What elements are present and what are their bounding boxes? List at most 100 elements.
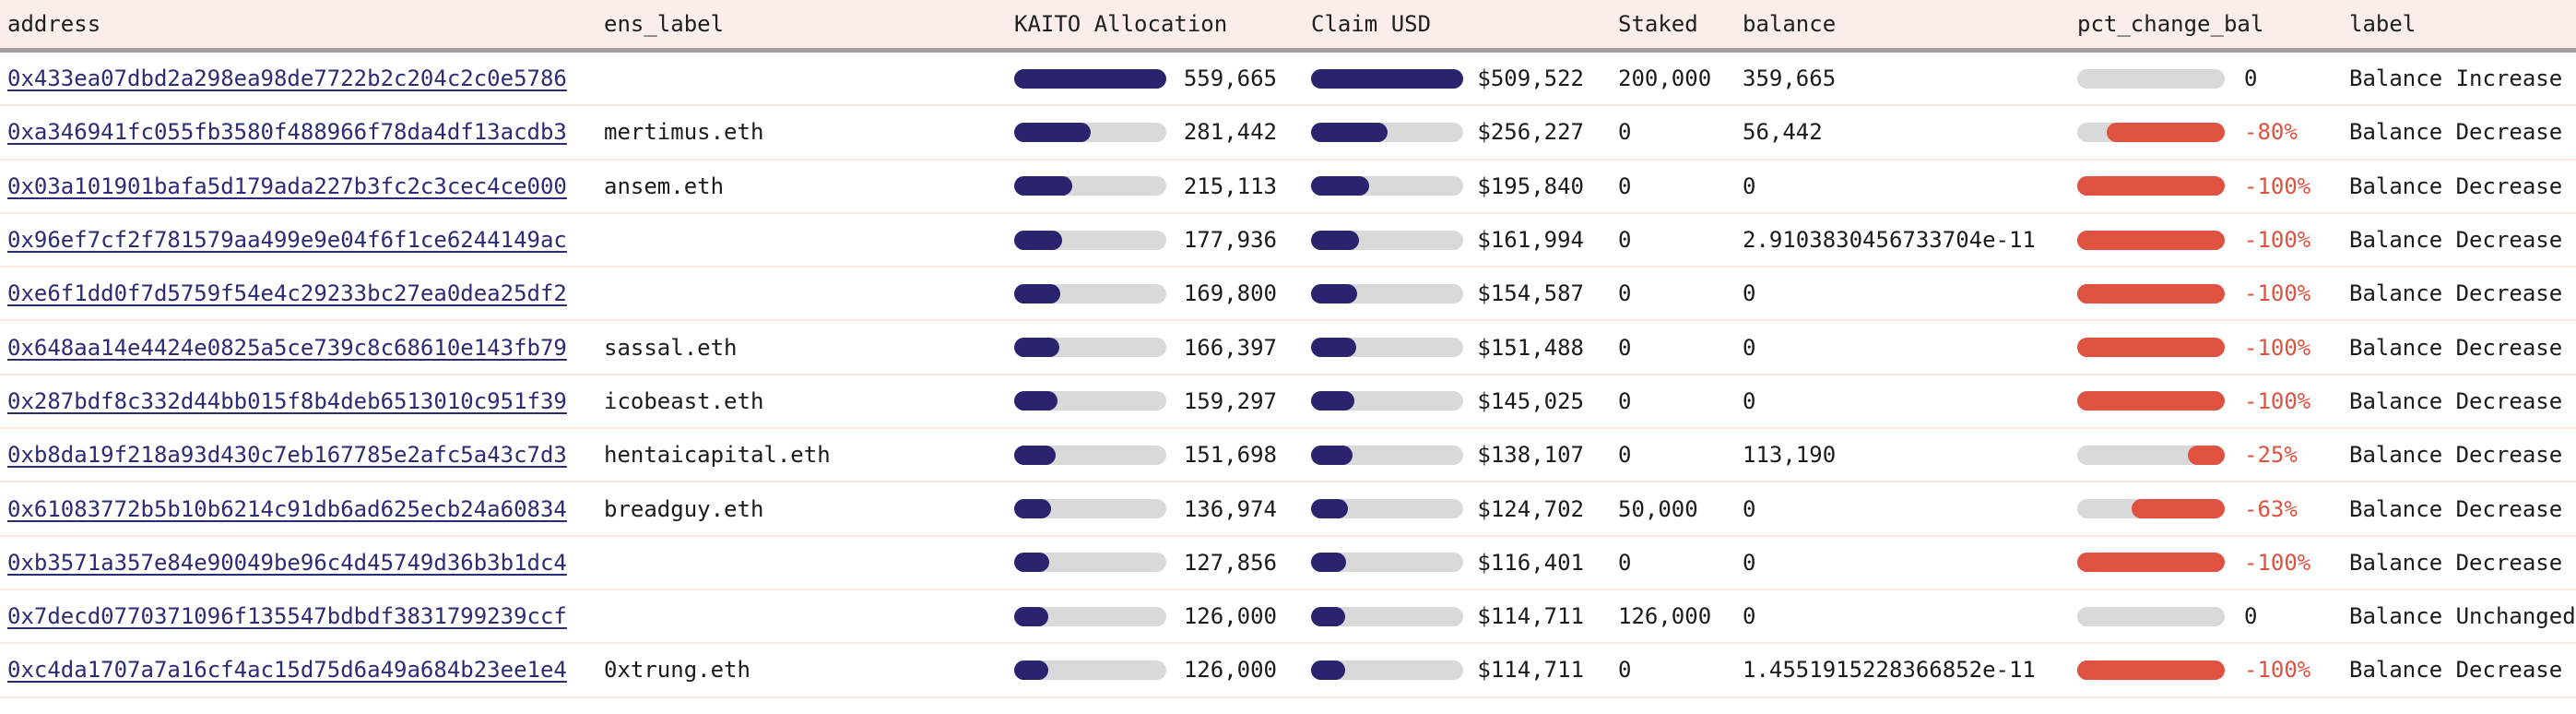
claim-usd-bar [1311, 553, 1463, 573]
kaito-allocation-cell: 166,397 [1014, 335, 1311, 361]
pct-change-value: -100% [2244, 280, 2311, 307]
kaito-allocation-cell: 177,936 [1014, 227, 1311, 253]
address-link[interactable]: 0xc4da1707a7a16cf4ac15d75d6a49a684b23ee1… [7, 657, 567, 684]
address-cell: 0x61083772b5b10b6214c91db6ad625ecb24a608… [0, 496, 604, 522]
claim-usd-cell: $161,994 [1311, 227, 1618, 253]
ens-label-cell: ansem.eth [604, 173, 725, 199]
address-cell: 0xc4da1707a7a16cf4ac15d75d6a49a684b23ee1… [0, 657, 604, 683]
kaito-allocation-cell: 126,000 [1014, 657, 1311, 683]
claim-usd-bar-fill [1311, 606, 1346, 626]
staked-cell: 126,000 [1618, 603, 1712, 630]
table-row: 0x648aa14e4424e0825a5ce739c8c68610e143fb… [0, 321, 2576, 375]
column-header-balance: balance [1743, 11, 1837, 37]
table-header: address ens_label KAITO Allocation Claim US… [0, 0, 2576, 53]
claim-usd-bar [1311, 68, 1463, 89]
table-body: 0x433ea07dbd2a298ea98de7722b2c204c2c0e57… [0, 53, 2576, 698]
claim-usd-value: $256,227 [1477, 119, 1584, 146]
pct-change-bar-fill [2077, 553, 2225, 573]
label-cell: Balance Decrease [2349, 549, 2563, 576]
address-link[interactable]: 0x648aa14e4424e0825a5ce739c8c68610e143fb… [7, 334, 567, 361]
label-cell: Balance Decrease [2349, 442, 2563, 469]
ens-label-cell: icobeast.eth [604, 387, 764, 414]
pct-change-bar-fill [2107, 122, 2225, 142]
kaito-allocation-value: 177,936 [1183, 227, 1277, 254]
pct-change-value: -100% [2244, 387, 2311, 414]
claim-usd-bar-fill [1311, 176, 1370, 196]
address-link[interactable]: 0x7decd0770371096f135547bdbdf3831799239c… [7, 603, 567, 630]
pct-change-bar [2077, 445, 2225, 465]
staked-cell: 0 [1618, 657, 1632, 684]
label-cell: Balance Decrease [2349, 227, 2563, 254]
address-link[interactable]: 0xe6f1dd0f7d5759f54e4c29233bc27ea0dea25d… [7, 280, 567, 307]
label-cell: Balance Increase [2349, 65, 2563, 92]
ens-label-cell: hentaicapital.eth [604, 442, 831, 469]
claim-usd-bar [1311, 176, 1463, 196]
address-link[interactable]: 0xa346941fc055fb3580f488966f78da4df13acd… [7, 119, 567, 146]
claim-usd-value: $195,840 [1477, 173, 1584, 199]
pct-change-value: -25% [2244, 442, 2298, 469]
staked-cell: 50,000 [1618, 495, 1698, 522]
pct-change-bar-fill [2077, 338, 2225, 358]
kaito-allocation-value: 159,297 [1183, 387, 1277, 414]
table-row: 0xe6f1dd0f7d5759f54e4c29233bc27ea0dea25d… [0, 268, 2576, 322]
claim-usd-cell: $256,227 [1311, 119, 1618, 145]
address-link[interactable]: 0x287bdf8c332d44bb015f8b4deb6513010c951f… [7, 387, 567, 414]
address-link[interactable]: 0x03a101901bafa5d179ada227b3fc2c3cec4ce0… [7, 173, 567, 199]
pct-change-value: -100% [2244, 657, 2311, 684]
kaito-allocation-cell: 281,442 [1014, 119, 1311, 145]
kaito-allocation-bar [1014, 176, 1166, 196]
claim-usd-value: $154,587 [1477, 280, 1584, 307]
balance-cell: 359,665 [1743, 65, 1837, 92]
kaito-allocation-bar [1014, 445, 1166, 465]
kaito-allocation-bar [1014, 391, 1166, 411]
kaito-allocation-cell: 136,974 [1014, 496, 1311, 522]
ens-label-cell: mertimus.eth [604, 119, 764, 146]
kaito-allocation-bar-fill [1014, 660, 1049, 680]
address-cell: 0x287bdf8c332d44bb015f8b4deb6513010c951f… [0, 388, 604, 414]
kaito-allocation-bar-fill [1014, 445, 1056, 465]
kaito-allocation-bar-fill [1014, 499, 1052, 519]
column-header-label: label [2349, 11, 2416, 37]
address-link[interactable]: 0xb8da19f218a93d430c7eb167785e2afc5a43c7… [7, 442, 567, 469]
pct-change-cell: -100% [2077, 227, 2349, 253]
claim-usd-bar [1311, 606, 1463, 626]
table-row: 0xc4da1707a7a16cf4ac15d75d6a49a684b23ee1… [0, 644, 2576, 698]
staked-cell: 0 [1618, 119, 1632, 146]
balance-cell: 0 [1743, 334, 1756, 361]
address-link[interactable]: 0x96ef7cf2f781579aa499e9e04f6f1ce6244149… [7, 227, 567, 254]
label-cell: Balance Decrease [2349, 173, 2563, 199]
claim-usd-cell: $114,711 [1311, 657, 1618, 683]
address-cell: 0x7decd0770371096f135547bdbdf3831799239c… [0, 603, 604, 629]
pct-change-bar-fill [2077, 176, 2225, 196]
balance-cell: 0 [1743, 280, 1756, 307]
address-cell: 0x96ef7cf2f781579aa499e9e04f6f1ce6244149… [0, 227, 604, 253]
pct-change-value: -100% [2244, 227, 2311, 254]
address-cell: 0xb8da19f218a93d430c7eb167785e2afc5a43c7… [0, 442, 604, 468]
pct-change-cell: -100% [2077, 173, 2349, 199]
kaito-allocation-value: 126,000 [1183, 603, 1277, 630]
claim-usd-value: $509,522 [1477, 65, 1584, 92]
ens-label-cell: 0xtrung.eth [604, 657, 750, 684]
pct-change-bar [2077, 660, 2225, 680]
pct-change-bar-fill [2077, 660, 2225, 680]
address-link[interactable]: 0x433ea07dbd2a298ea98de7722b2c204c2c0e57… [7, 65, 567, 92]
kaito-allocation-bar-fill [1014, 122, 1091, 142]
pct-change-bar [2077, 499, 2225, 519]
staked-cell: 0 [1618, 387, 1632, 414]
label-cell: Balance Decrease [2349, 119, 2563, 146]
table-row: 0xa346941fc055fb3580f488966f78da4df13acd… [0, 106, 2576, 161]
pct-change-value: -100% [2244, 173, 2311, 199]
address-cell: 0x648aa14e4424e0825a5ce739c8c68610e143fb… [0, 335, 604, 361]
address-link[interactable]: 0x61083772b5b10b6214c91db6ad625ecb24a608… [7, 495, 567, 522]
label-cell: Balance Unchanged [2349, 603, 2576, 630]
pct-change-value: 0 [2244, 65, 2258, 92]
table-row: 0xb8da19f218a93d430c7eb167785e2afc5a43c7… [0, 429, 2576, 483]
claim-usd-bar-fill [1311, 122, 1388, 142]
address-link[interactable]: 0xb3571a357e84e90049be96c4d45749d36b3b1d… [7, 549, 567, 576]
pct-change-cell: -100% [2077, 550, 2349, 576]
column-header-ens: ens_label [604, 11, 725, 37]
claim-usd-cell: $138,107 [1311, 442, 1618, 468]
pct-change-bar-fill [2132, 499, 2225, 519]
pct-change-bar [2077, 68, 2225, 89]
kaito-allocation-value: 127,856 [1183, 549, 1277, 576]
